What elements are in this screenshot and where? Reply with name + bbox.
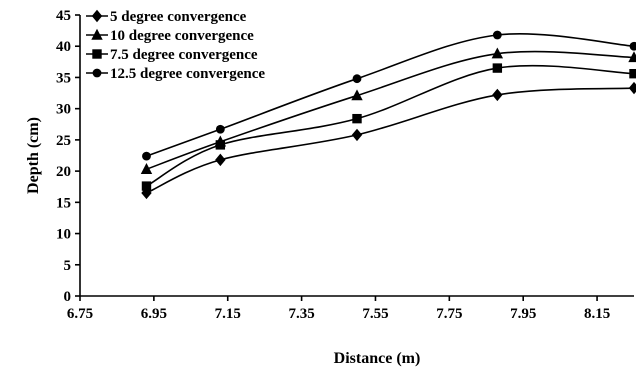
series-line — [146, 33, 635, 157]
y-tick-label: 45 — [56, 8, 71, 24]
legend-marker-circle — [92, 68, 102, 78]
x-tick-label: 7.55 — [362, 306, 388, 322]
data-point-circle — [629, 41, 636, 51]
data-point-diamond — [351, 128, 363, 142]
legend-item: 5 degree convergence — [86, 9, 247, 25]
legend-label: 12.5 degree convergence — [110, 66, 265, 82]
data-point-diamond — [215, 153, 226, 167]
legend-marker-square — [92, 49, 102, 59]
legend-label: 10 degree convergence — [110, 28, 254, 44]
legend-item: 10 degree convergence — [86, 28, 254, 44]
y-tick-label: 30 — [56, 102, 71, 118]
y-axis-ticks: 0 5 10 15 20 25 30 35 40 45 — [56, 8, 80, 305]
legend-label: 7.5 degree convergence — [110, 47, 258, 63]
legend: 5 degree convergence 10 degree convergenc… — [86, 9, 265, 82]
x-tick-label: 7.75 — [436, 306, 462, 322]
data-point-circle — [352, 74, 362, 84]
x-axis-label: Distance (m) — [334, 350, 421, 367]
y-tick-label: 10 — [56, 227, 71, 243]
x-tick-label: 7.95 — [510, 306, 536, 322]
data-point-diamond — [492, 88, 503, 102]
data-point-circle — [215, 124, 225, 134]
data-point-triangle — [140, 163, 153, 174]
series-circle — [142, 30, 636, 161]
data-point-square — [492, 63, 503, 73]
legend-item: 12.5 degree convergence — [86, 66, 265, 82]
data-point-circle — [142, 151, 151, 161]
data-point-square — [215, 140, 226, 150]
series-layer — [140, 30, 636, 200]
x-tick-label: 6.75 — [67, 306, 93, 322]
y-tick-label: 5 — [64, 258, 72, 274]
legend-marker-triangle — [91, 28, 103, 40]
data-point-square — [629, 68, 636, 79]
y-tick-label: 15 — [56, 195, 71, 211]
x-tick-label: 8.15 — [584, 306, 610, 322]
y-tick-label: 25 — [56, 133, 71, 149]
series-square — [141, 63, 636, 191]
series-line — [146, 87, 635, 194]
x-tick-label: 7.35 — [288, 306, 314, 322]
legend-marker-diamond — [91, 9, 103, 23]
data-point-square — [141, 181, 152, 191]
data-point-triangle — [628, 51, 636, 63]
data-point-diamond — [628, 81, 636, 95]
data-point-circle — [492, 30, 502, 40]
y-tick-label: 20 — [56, 164, 71, 180]
x-tick-label: 6.95 — [141, 306, 167, 322]
legend-label: 5 degree convergence — [110, 9, 247, 25]
y-tick-label: 40 — [56, 39, 71, 55]
series-diamond — [141, 81, 636, 200]
legend-item: 7.5 degree convergence — [86, 47, 258, 63]
series-line — [146, 64, 635, 187]
series-line — [146, 50, 635, 170]
y-tick-label: 0 — [64, 289, 72, 305]
x-axis-ticks: 6.75 6.95 7.15 7.35 7.55 7.75 7.95 8.15 — [67, 296, 610, 322]
y-tick-label: 35 — [56, 70, 71, 86]
data-point-square — [352, 113, 362, 124]
data-point-triangle — [351, 89, 363, 101]
x-tick-label: 7.15 — [215, 306, 241, 322]
y-axis-label: Depth (cm) — [25, 117, 42, 194]
data-point-triangle — [491, 47, 504, 59]
